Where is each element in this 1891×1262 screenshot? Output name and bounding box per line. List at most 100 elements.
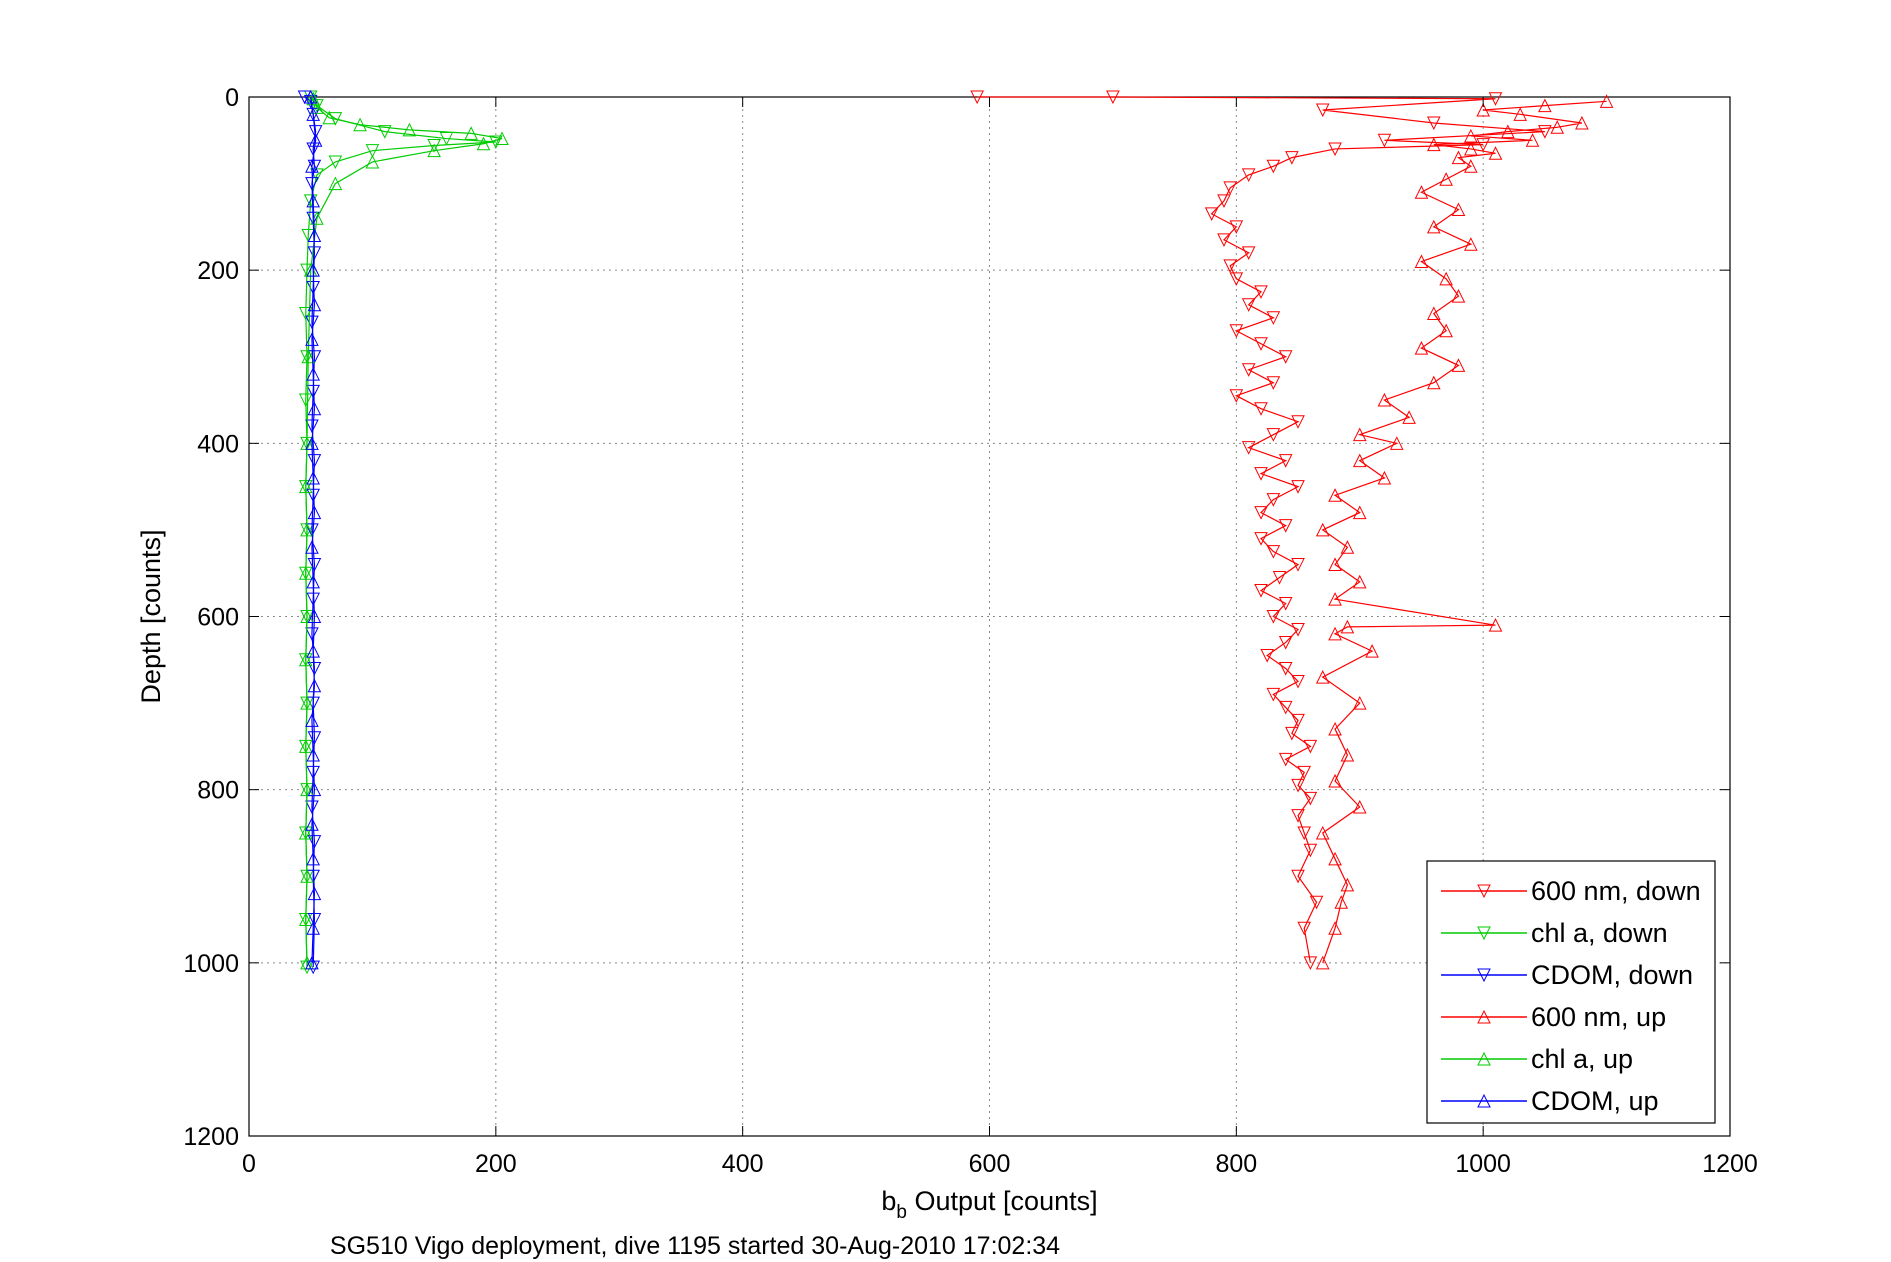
data-point — [303, 89, 318, 104]
data-point — [1328, 488, 1342, 502]
data-point — [1488, 146, 1503, 160]
data-point — [402, 122, 417, 137]
data-point — [1291, 622, 1305, 637]
data-point — [306, 263, 320, 277]
data-point — [307, 835, 322, 849]
data-point — [307, 678, 322, 693]
data-point — [1402, 410, 1416, 424]
data-point — [1254, 506, 1268, 520]
data-point — [1352, 453, 1367, 468]
data-point — [1426, 116, 1441, 131]
y-tick-label: 800 — [197, 777, 239, 805]
data-point — [298, 912, 313, 927]
data-point — [1229, 324, 1244, 338]
data-point — [1229, 220, 1244, 234]
data-point — [306, 960, 320, 975]
data-point — [305, 540, 319, 554]
data-point — [1538, 125, 1552, 139]
data-point — [970, 90, 984, 105]
data-point — [298, 825, 313, 840]
data-point — [305, 332, 319, 346]
data-point — [300, 609, 314, 623]
data-point — [1352, 427, 1367, 442]
data-point — [1254, 532, 1268, 546]
data-point — [307, 731, 322, 745]
x-tick-label: 600 — [969, 1150, 1011, 1178]
legend-swatch-marker — [1477, 926, 1491, 941]
data-point — [1414, 254, 1429, 269]
data-point — [1426, 137, 1441, 152]
data-point — [1266, 159, 1281, 174]
data-point — [1377, 470, 1392, 485]
data-point — [1254, 285, 1268, 299]
data-point — [1328, 557, 1342, 572]
data-point — [489, 135, 503, 150]
data-point — [1315, 103, 1330, 118]
data-point — [1278, 597, 1293, 611]
data-point — [1241, 246, 1256, 260]
data-point — [1464, 141, 1478, 156]
data-point — [307, 886, 322, 901]
series-line — [1321, 100, 1607, 964]
x-axis-label-rest: Output [counts] — [907, 1186, 1098, 1216]
data-point — [1266, 493, 1281, 507]
data-point — [306, 921, 320, 935]
data-point — [298, 739, 313, 753]
data-point — [1352, 799, 1367, 814]
y-tick-label: 1000 — [183, 950, 239, 978]
data-point — [306, 851, 320, 866]
y-tick-label: 600 — [197, 604, 239, 632]
data-point — [1328, 592, 1342, 606]
data-point — [1291, 713, 1305, 728]
data-point — [305, 955, 319, 970]
data-point — [1291, 480, 1305, 494]
data-point — [1266, 311, 1281, 325]
data-point — [1223, 259, 1237, 273]
data-point — [1272, 571, 1287, 585]
data-point — [307, 454, 322, 468]
y-tick-label: 1200 — [183, 1123, 239, 1151]
data-point — [1328, 773, 1342, 788]
data-point — [1260, 648, 1274, 663]
data-point — [310, 100, 324, 114]
legend-swatch-marker — [1477, 1093, 1491, 1108]
data-point — [427, 138, 441, 153]
data-point — [1328, 626, 1342, 641]
data-point — [307, 401, 322, 416]
x-axis-label-main: b — [881, 1186, 896, 1216]
data-point — [1266, 545, 1281, 559]
data-point — [1426, 375, 1441, 390]
data-point — [365, 144, 380, 158]
x-tick-label: 0 — [242, 1150, 256, 1178]
x-tick-label: 200 — [475, 1150, 517, 1178]
data-point — [1575, 115, 1589, 130]
data-point — [1501, 124, 1515, 139]
data-point — [307, 661, 322, 676]
data-point — [1303, 791, 1318, 806]
data-point — [1106, 90, 1120, 105]
data-point — [306, 193, 320, 208]
data-point — [305, 627, 319, 641]
data-point — [1278, 635, 1293, 650]
data-point — [1439, 172, 1453, 186]
x-tick-label: 800 — [1215, 1150, 1257, 1178]
data-point — [1340, 747, 1355, 762]
data-point — [1291, 778, 1305, 793]
data-point — [306, 747, 320, 762]
data-point — [1377, 133, 1392, 148]
x-tick-label: 400 — [722, 1150, 764, 1178]
data-point — [1414, 340, 1429, 355]
data-point — [306, 107, 320, 121]
data-point — [322, 110, 337, 125]
data-point — [1365, 644, 1379, 658]
data-point — [298, 479, 313, 494]
legend-item: 600 nm, down — [1441, 876, 1701, 906]
data-point — [1340, 619, 1355, 634]
data-point — [328, 176, 343, 191]
data-point — [1278, 661, 1293, 676]
data-point — [305, 800, 319, 815]
data-point — [1315, 955, 1330, 970]
data-point — [300, 522, 314, 537]
data-point — [1328, 921, 1342, 935]
